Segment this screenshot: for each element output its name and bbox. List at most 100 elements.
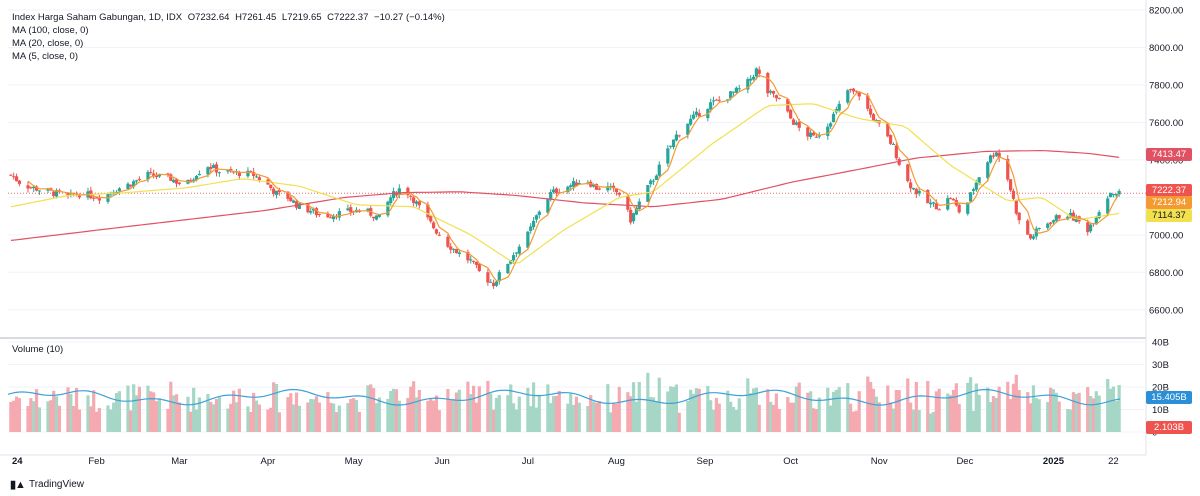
- volume-bar: [597, 401, 601, 432]
- legend-ma5[interactable]: MA (5, close, 0): [12, 51, 78, 62]
- candle-body: [917, 190, 921, 194]
- candle-body: [309, 211, 313, 213]
- volume-legend[interactable]: Volume (10): [12, 344, 64, 355]
- legend-ma100[interactable]: MA (100, close, 0): [12, 25, 89, 36]
- volume-bar: [1077, 392, 1081, 432]
- volume-bar: [154, 401, 159, 432]
- volume-bar: [914, 381, 918, 432]
- candle-body: [791, 119, 796, 125]
- legend-ma20[interactable]: MA (20, close, 0): [12, 38, 84, 49]
- volume-bar: [717, 403, 721, 432]
- candle-body: [237, 172, 241, 177]
- candle-body: [591, 184, 596, 187]
- volume-bar: [69, 394, 73, 432]
- tradingview-brand[interactable]: ▮▲ TradingView: [10, 478, 84, 491]
- volume-bar: [477, 386, 481, 432]
- volume-bar: [531, 382, 536, 432]
- candle-body: [566, 186, 570, 193]
- volume-bar: [771, 404, 776, 432]
- time-tick-label: 22: [1108, 456, 1119, 467]
- candle-body: [674, 134, 678, 141]
- candle-body: [794, 122, 798, 125]
- volume-bar: [392, 388, 396, 432]
- candle-body: [37, 190, 42, 192]
- volume-bar: [86, 395, 90, 432]
- candle-body: [911, 187, 916, 190]
- volume-bar: [934, 391, 938, 432]
- volume-bar: [651, 397, 656, 432]
- candle-body: [837, 103, 841, 111]
- volume-bar: [809, 391, 813, 432]
- volume-bar: [334, 412, 339, 432]
- volume-bar: [26, 406, 30, 432]
- candle-body: [346, 208, 350, 211]
- volume-bar: [589, 395, 593, 432]
- candle-body: [337, 211, 341, 218]
- volume-bar: [669, 386, 673, 432]
- volume-bar: [591, 401, 596, 432]
- candle-body: [326, 214, 330, 218]
- volume-bar: [617, 386, 621, 432]
- candle-body: [372, 216, 376, 219]
- candle-body: [406, 187, 410, 196]
- candle-body: [377, 214, 381, 217]
- volume-bar: [1071, 392, 1076, 432]
- volume-bar: [954, 383, 958, 432]
- candle-body: [749, 78, 753, 81]
- volume-bar: [789, 402, 793, 432]
- volume-bar: [292, 404, 296, 432]
- volume-bar: [977, 394, 981, 432]
- candle-body: [66, 193, 70, 196]
- time-tick-label: Oct: [783, 456, 798, 467]
- candle-body: [526, 231, 530, 248]
- volume-bar: [834, 389, 838, 432]
- volume-bar: [432, 400, 436, 432]
- candle-body: [629, 209, 633, 223]
- volume-bar: [277, 412, 281, 432]
- candle-body: [617, 192, 621, 195]
- time-tick-label: Nov: [871, 456, 888, 467]
- candle-body: [1057, 215, 1061, 219]
- volume-bar: [777, 408, 781, 432]
- volume-bar: [406, 397, 410, 432]
- volume-bar: [274, 384, 279, 432]
- volume-bar: [966, 382, 970, 432]
- candle-body: [734, 87, 738, 93]
- candle-body: [417, 201, 421, 206]
- volume-bar: [232, 390, 236, 432]
- moving-averages: [10, 74, 1120, 282]
- volume-bar: [497, 395, 501, 432]
- volume-bar: [249, 411, 253, 432]
- volume-bar: [1026, 392, 1030, 432]
- candle-body: [894, 145, 898, 159]
- candle-body: [1097, 212, 1101, 218]
- candle-body: [374, 215, 379, 220]
- volume-bar: [372, 388, 376, 432]
- candle-body: [534, 215, 539, 220]
- time-tick-label: Dec: [956, 456, 973, 467]
- candle-body: [757, 69, 761, 74]
- candle-body: [252, 171, 256, 176]
- candle-body: [154, 175, 159, 178]
- candle-body: [429, 215, 433, 222]
- volume-bar: [94, 411, 99, 432]
- candle-body: [157, 173, 161, 177]
- candle-body: [937, 209, 941, 211]
- candle-body: [606, 186, 610, 191]
- volume-bar: [526, 387, 530, 432]
- volume-bar: [1117, 385, 1121, 432]
- candle-body: [546, 199, 550, 213]
- volume-bar: [1097, 395, 1101, 432]
- volume-bar: [931, 412, 936, 432]
- volume-tick-label: 30B: [1152, 360, 1169, 371]
- volume-bar: [1054, 392, 1058, 432]
- candle-body: [389, 197, 393, 204]
- candle-body: [611, 185, 616, 188]
- candle-body: [737, 88, 741, 90]
- volume-ma-tag: 15.405B: [1146, 391, 1192, 404]
- volume-bar: [514, 409, 519, 432]
- volume-bar: [112, 402, 116, 432]
- volume-bar: [577, 402, 581, 432]
- volume-bar: [452, 398, 456, 432]
